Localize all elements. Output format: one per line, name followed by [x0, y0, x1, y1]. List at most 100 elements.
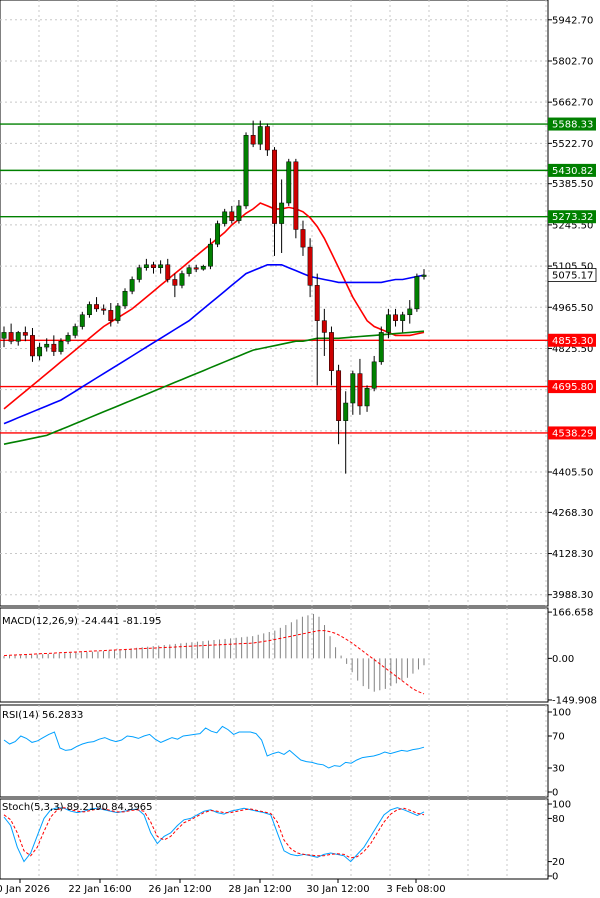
- moving-averages: [3, 202, 425, 445]
- y-tick-label: 3988.30: [552, 590, 593, 601]
- candle-body: [264, 126, 270, 151]
- stoch-panel: 100 80 20 0: [3, 800, 571, 883]
- y-tick-label: 4405.50: [552, 468, 593, 479]
- candle-body: [243, 135, 249, 207]
- candle-body: [108, 310, 114, 321]
- candle-body: [307, 246, 313, 286]
- candle-body: [44, 343, 50, 348]
- x-tick-label: 20 Jan 2026: [0, 884, 50, 895]
- stoch-line-1: [3, 807, 425, 859]
- candle-body: [385, 314, 391, 333]
- candle-body: [143, 264, 149, 268]
- y-tick-label: 4268.30: [552, 508, 593, 519]
- y-tick-label: 5385.50: [552, 179, 593, 190]
- y-tick-label: 5802.70: [552, 56, 593, 67]
- time-axis: 20 Jan 2026 22 Jan 16:00 26 Jan 12:00 28 Ja…: [0, 879, 446, 895]
- candle-body: [15, 332, 21, 342]
- candle-body: [321, 320, 327, 333]
- candle-body: [101, 308, 107, 311]
- rsi-y-label: 70: [552, 732, 565, 743]
- candle-body: [293, 161, 299, 230]
- x-tick-label: 28 Jan 12:00: [228, 884, 291, 895]
- candle-body: [222, 211, 228, 224]
- rsi-line: [3, 725, 425, 769]
- macd-panel-frame: [0, 607, 549, 703]
- candle-body: [378, 332, 384, 363]
- candle-body: [51, 343, 57, 352]
- candle-body: [279, 202, 285, 224]
- candle-body: [122, 290, 128, 307]
- candle-body: [136, 267, 142, 280]
- candle-body: [86, 304, 92, 316]
- level-label-bg: [548, 426, 596, 440]
- stoch-y-label: 20: [552, 857, 565, 868]
- rsi-y-label: 0: [552, 788, 558, 799]
- candle-body: [172, 279, 178, 286]
- candle-body: [193, 267, 199, 270]
- candle-body: [329, 332, 334, 371]
- candle-body: [65, 335, 71, 342]
- rsi-panel-frame: [0, 704, 549, 798]
- candle-body: [343, 402, 349, 421]
- level-label-bg: [548, 210, 596, 224]
- candle-body: [400, 314, 406, 321]
- candle-body: [250, 135, 256, 145]
- y-tick-label: 4965.50: [552, 303, 593, 314]
- level-label: 5430.82: [552, 166, 593, 177]
- candle-body: [350, 373, 356, 404]
- rsi-y-label: 100: [552, 708, 571, 719]
- current-price-label: 5075.17: [552, 271, 593, 282]
- macd-title: MACD(12,26,9) -24.441 -81.195: [2, 616, 162, 627]
- stoch-panel-frame: [0, 798, 549, 880]
- x-tick-label: 30 Jan 12:00: [306, 884, 369, 895]
- level-labels: 5588.33 5430.82 5273.32 4853.30 4695.80 4538.…: [547, 117, 597, 440]
- candle-body: [115, 305, 121, 321]
- y-tick-label: 5522.70: [552, 139, 593, 150]
- y-tick-label: 5662.70: [552, 98, 593, 109]
- y-tick-label: 5245.50: [552, 220, 593, 231]
- candle-body: [30, 335, 35, 357]
- rsi-panel: 100 70 30 0: [3, 708, 571, 799]
- candle-body: [72, 326, 78, 336]
- price-panel-frame: [0, 0, 549, 607]
- candle-body: [364, 388, 370, 407]
- macd-signal-line: [3, 630, 425, 695]
- candle-body: [229, 211, 235, 221]
- rsi-title: RSI(14) 56.2833: [2, 710, 83, 721]
- candle-body: [236, 205, 242, 221]
- level-label: 4695.80: [552, 382, 593, 393]
- stoch-title: Stoch(5,3,3) 89.2190 84.3965: [2, 802, 153, 813]
- stoch-y-label: 0: [552, 872, 558, 883]
- level-label-bg: [548, 333, 596, 347]
- y-tick-label: 4825.50: [552, 344, 593, 355]
- candle-body: [37, 346, 43, 357]
- x-tick-label: 22 Jan 16:00: [68, 884, 131, 895]
- macd-y-label: 166.658: [552, 608, 593, 619]
- candle-body: [357, 373, 363, 407]
- level-label: 4853.30: [552, 336, 593, 347]
- level-label-bg: [548, 380, 596, 394]
- candle-body: [129, 279, 135, 292]
- macd-y-label: 0.00: [552, 654, 574, 665]
- y-tick-label: 5942.70: [552, 15, 593, 26]
- candle-body: [215, 223, 221, 245]
- candle-body: [407, 308, 413, 316]
- macd-panel: 166.658 0.00 -149.908: [3, 608, 597, 706]
- candle-body: [272, 149, 277, 224]
- ma-line-2: [3, 330, 425, 445]
- candle-body: [286, 161, 292, 204]
- y-tick-label: 5105.50: [552, 262, 593, 273]
- candle-body: [371, 361, 377, 389]
- candle-body: [1, 332, 7, 339]
- candle-body: [336, 370, 342, 421]
- ma-line-0: [3, 202, 425, 410]
- candle-body: [257, 126, 263, 145]
- level-label-bg: [548, 163, 596, 177]
- candle-body: [22, 332, 28, 336]
- stoch-y-label: 100: [552, 800, 571, 811]
- candle-body: [58, 340, 64, 352]
- x-tick-label: 3 Feb 08:00: [386, 884, 445, 895]
- level-label-bg: [548, 117, 596, 131]
